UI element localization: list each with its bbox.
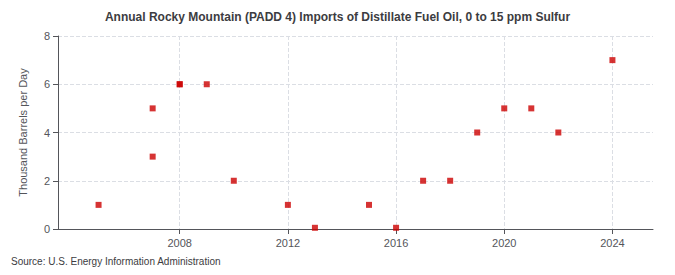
svg-text:2020: 2020 [492,237,516,249]
svg-text:Source: U.S. Energy Informatio: Source: U.S. Energy Information Administ… [11,256,221,267]
svg-text:2012: 2012 [276,237,300,249]
svg-text:Annual Rocky Mountain (PADD 4): Annual Rocky Mountain (PADD 4) Imports o… [105,10,570,24]
svg-text:Thousand Barrels per Day: Thousand Barrels per Day [17,68,29,197]
svg-text:8: 8 [44,30,50,42]
svg-text:6: 6 [44,78,50,90]
svg-text:4: 4 [44,127,50,139]
svg-text:2024: 2024 [600,237,624,249]
svg-text:2: 2 [44,175,50,187]
svg-text:2008: 2008 [167,237,191,249]
svg-text:0: 0 [44,223,50,235]
svg-text:2016: 2016 [384,237,408,249]
